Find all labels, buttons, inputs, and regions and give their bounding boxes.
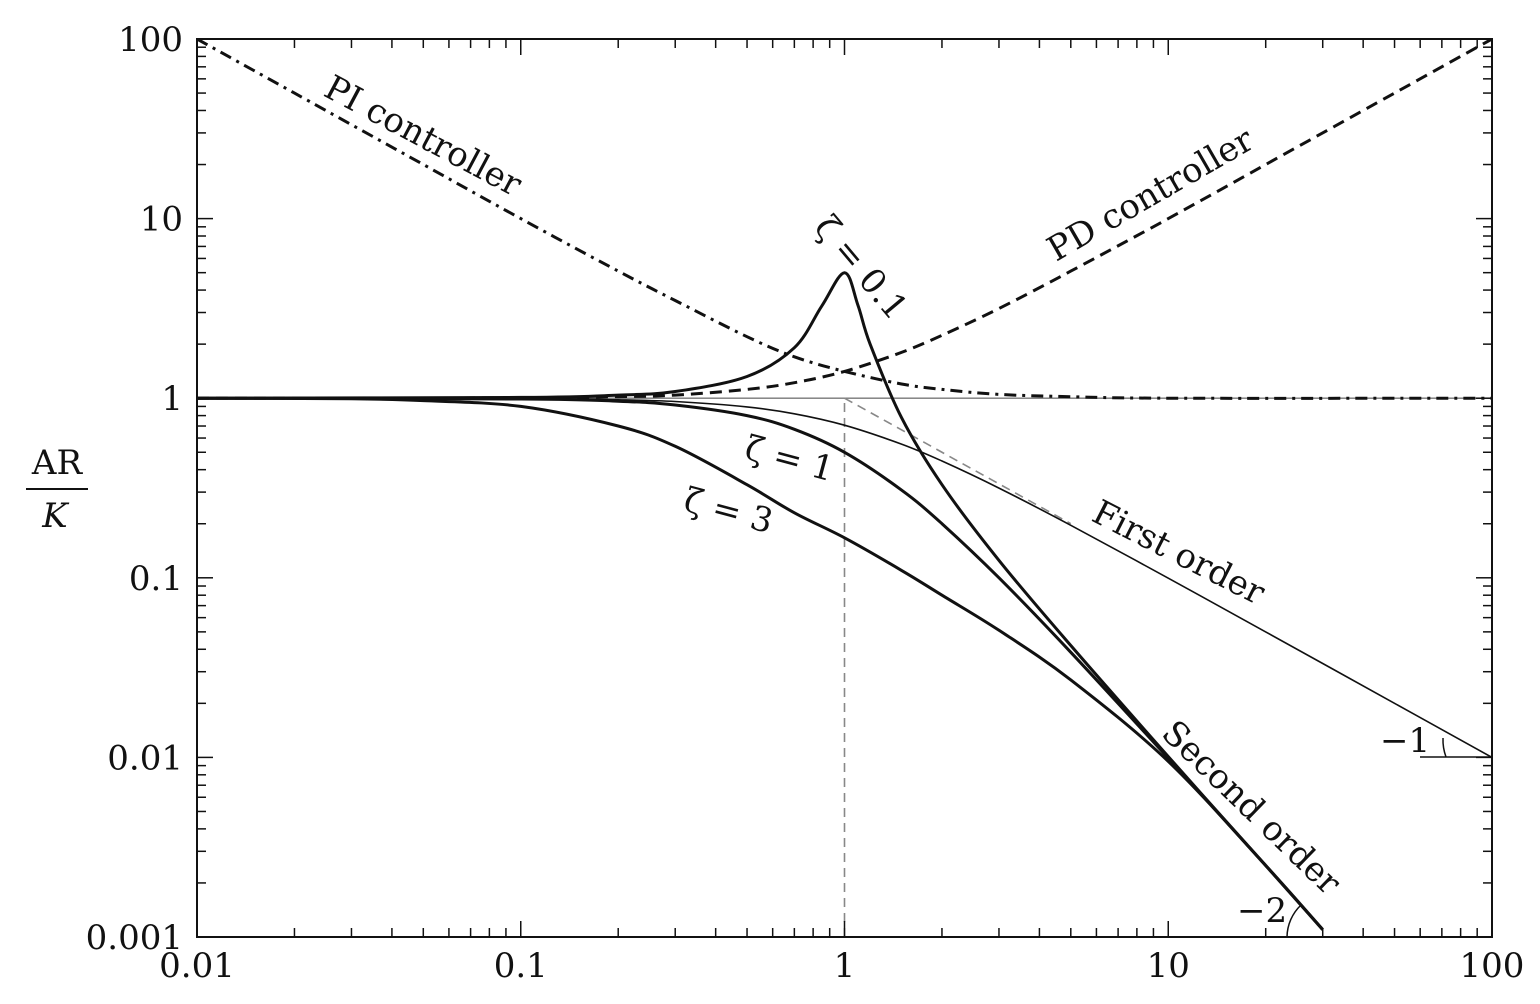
x-tick-label: 10: [1147, 946, 1190, 986]
slope-minus-2-label: −2: [1237, 891, 1287, 931]
y-tick-label: 0.001: [86, 918, 183, 958]
zeta-1-label: ζ = 1: [741, 428, 838, 490]
zeta-3-label: ζ = 3: [680, 480, 777, 542]
slope-minus-2-marker: [1286, 904, 1302, 938]
series-4-line: [197, 396, 1324, 931]
series-0-line: [197, 39, 1492, 400]
y-tick-label: 0.1: [129, 559, 183, 599]
x-tick-label: 100: [1460, 946, 1525, 986]
series-3-line: [197, 271, 1324, 931]
y-tick-label: 0.01: [107, 738, 183, 778]
plot-frame: [196, 38, 1493, 938]
y-tick-label: 1: [161, 379, 183, 419]
y-tick-label: 100: [118, 20, 183, 60]
second-order-label: Second order: [1154, 713, 1349, 904]
x-tick-label: 1: [834, 946, 856, 986]
tick-marks: [197, 39, 1492, 937]
series-5-line: [197, 396, 1324, 931]
plot-area: [197, 39, 1492, 937]
slope-minus-1-marker: [1420, 737, 1492, 758]
curves-layer: [197, 39, 1492, 937]
x-tick-label: 0.01: [159, 946, 235, 986]
pi-controller-label: PI controller: [318, 68, 529, 206]
y-axis-label-denominator: K: [41, 496, 70, 536]
pd-controller-label: PD controller: [1041, 119, 1262, 269]
first-order-label: First order: [1086, 492, 1272, 613]
asymptote-line-1: [844, 397, 1072, 525]
x-tick-label: 0.1: [494, 946, 548, 986]
slope-minus-1-label: −1: [1380, 721, 1430, 761]
y-tick-label: 10: [140, 200, 183, 240]
y-axis-label-numerator: AR: [31, 443, 84, 483]
